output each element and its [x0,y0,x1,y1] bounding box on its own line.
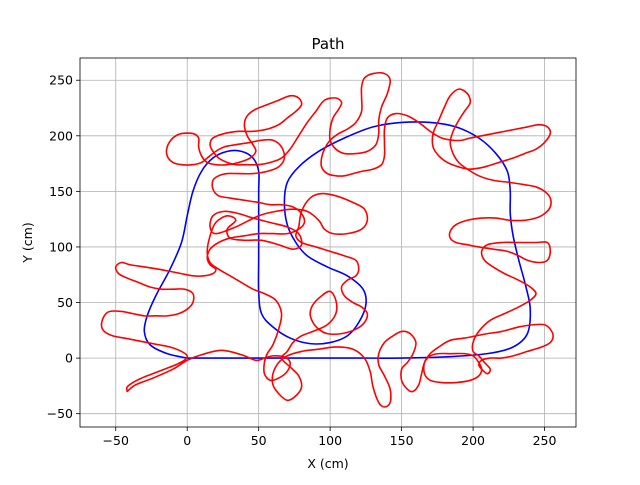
y-tick-label: 50 [57,295,73,310]
y-tick-label: 200 [49,128,73,143]
y-tick-label: 100 [49,239,73,254]
series-line-1 [143,121,532,359]
y-axis-label: Y (cm) [20,222,35,263]
x-tick-label: −50 [103,433,129,448]
x-tick-label: 150 [390,433,414,448]
x-axis-label: X (cm) [307,456,348,471]
x-tick-label: 100 [318,433,342,448]
series-layer [100,72,554,408]
x-tick-label: 50 [251,433,267,448]
y-tick-label: 150 [49,184,73,199]
y-tick-label: 0 [65,351,73,366]
y-tick-label: −50 [47,406,73,421]
y-tick-label: 250 [49,73,73,88]
x-tick-label: 0 [183,433,191,448]
plot-background [80,58,576,427]
axes-frame [79,57,577,428]
x-tick-label: 250 [533,433,557,448]
x-tick-label: 200 [461,433,485,448]
ticks: −50 0 50 100 150 200 250 −50 0 50 100 150 200 250 [47,73,557,448]
series-line-2 [100,72,554,408]
chart-title: Path [312,35,345,53]
